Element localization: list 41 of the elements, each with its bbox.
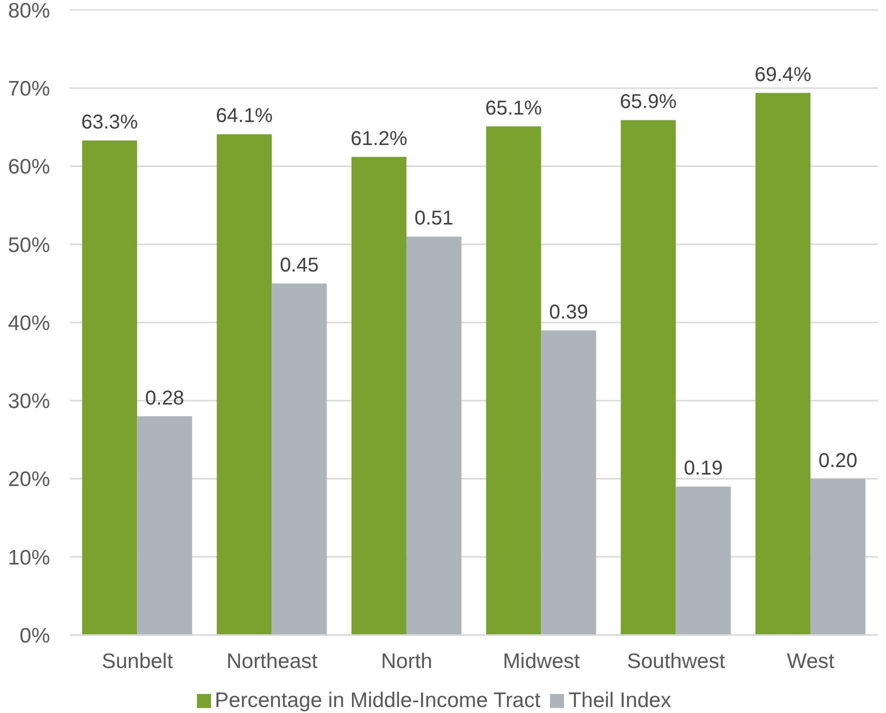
- data-label: 0.28: [145, 387, 184, 410]
- bar: [351, 156, 406, 635]
- y-tick-label: 60%: [8, 156, 50, 179]
- bar: [216, 134, 272, 635]
- x-tick-label: Midwest: [502, 650, 580, 673]
- y-tick-label: 70%: [8, 78, 50, 101]
- data-label: 69.4%: [754, 64, 812, 86]
- data-label: 0.19: [684, 458, 723, 480]
- data-label: 65.1%: [485, 97, 542, 120]
- y-tick-label: 50%: [8, 234, 50, 257]
- data-label: 64.1%: [216, 105, 273, 128]
- bar: [676, 486, 731, 635]
- x-tick-label: North: [380, 650, 432, 673]
- bar: [486, 126, 542, 635]
- x-tick-label: Northeast: [226, 650, 318, 673]
- data-label: 61.2%: [350, 128, 408, 150]
- y-tick-label: 20%: [8, 468, 50, 492]
- bar: [810, 478, 866, 635]
- x-tick-label: West: [786, 650, 835, 673]
- legend-label: Percentage in Middle-Income Tract: [214, 689, 540, 712]
- legend-label: Theil Index: [568, 689, 672, 712]
- data-label: 65.9%: [620, 91, 677, 114]
- bar: [541, 330, 596, 635]
- bar: [137, 416, 192, 635]
- y-tick-label: 10%: [8, 546, 50, 570]
- data-label: 0.20: [818, 450, 858, 472]
- data-label: 0.45: [280, 254, 319, 276]
- bar: [406, 236, 462, 635]
- y-tick-label: 80%: [8, 0, 50, 22]
- bar: [755, 92, 810, 635]
- bar: [272, 283, 327, 635]
- data-label: 0.39: [549, 301, 588, 324]
- x-tick-label: Southwest: [626, 650, 726, 673]
- x-tick-label: Sunbelt: [102, 650, 174, 673]
- y-tick-label: 0%: [20, 624, 50, 648]
- bar: [82, 140, 138, 635]
- y-tick-label: 40%: [8, 312, 50, 335]
- data-label: 63.3%: [81, 111, 138, 134]
- data-label: 0.51: [414, 208, 454, 230]
- bar: [620, 120, 676, 635]
- y-tick-label: 30%: [8, 390, 50, 414]
